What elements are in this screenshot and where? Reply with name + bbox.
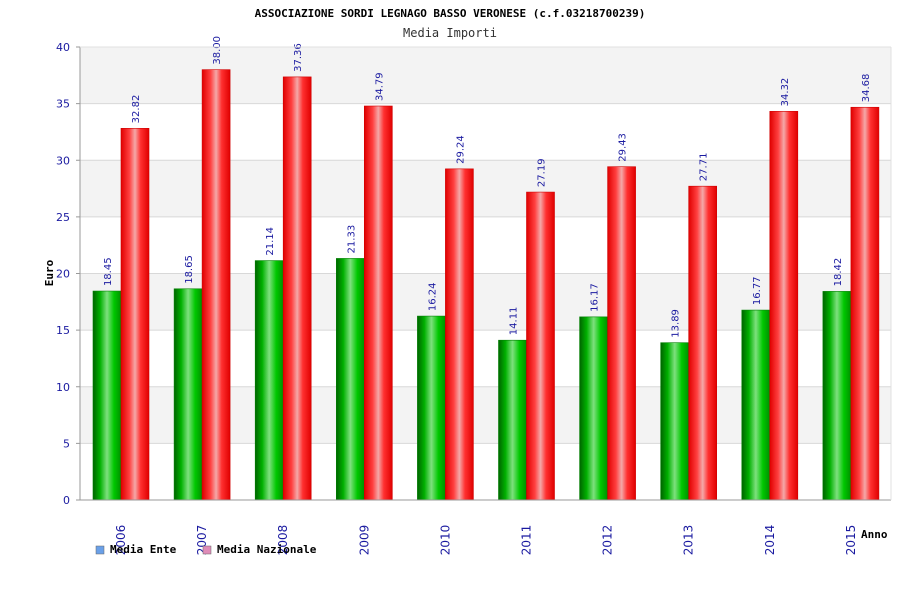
value-label: 34.79 (374, 72, 385, 101)
legend-swatch (202, 545, 212, 555)
value-label: 32.82 (131, 95, 142, 124)
y-tick-label: 10 (56, 381, 70, 394)
bar-nazionale-2006 (120, 128, 150, 501)
value-label: 14.11 (509, 307, 520, 336)
bar-nazionale-2015 (850, 106, 880, 501)
y-tick-label: 15 (56, 324, 70, 337)
bar-nazionale-2012 (607, 166, 636, 501)
x-axis-label: Anno (861, 528, 888, 541)
legend-label: Media Nazionale (217, 543, 317, 556)
bar-nazionale-2014 (769, 111, 799, 501)
y-tick-labels: 0 5 10 15 20 25 30 35 40 (56, 41, 80, 507)
bar-ente-2006 (92, 290, 122, 501)
y-tick-label: 5 (63, 437, 70, 450)
value-label: 21.33 (346, 225, 357, 254)
x-tick-label: 2011 (520, 525, 534, 556)
value-label: 16.77 (752, 276, 763, 305)
bar-nazionale-2010 (445, 168, 474, 501)
y-tick-label: 20 (56, 268, 70, 281)
value-label: 27.19 (537, 158, 548, 187)
value-label: 27.71 (699, 153, 710, 182)
bars (92, 69, 880, 501)
bar-ente-2010 (417, 315, 446, 501)
bar-ente-2008 (254, 260, 284, 501)
value-label: 29.24 (455, 135, 466, 164)
x-tick-label: 2014 (763, 525, 777, 556)
bar-nazionale-2007 (201, 69, 231, 501)
value-label: 16.17 (590, 283, 601, 312)
legend-swatch (95, 545, 105, 555)
value-label: 34.32 (780, 78, 791, 107)
legend-label: Media Ente (110, 543, 177, 556)
bar-nazionale-2013 (688, 185, 718, 501)
bar-ente-2007 (173, 288, 203, 501)
bar-ente-2011 (498, 339, 527, 501)
value-label: 38.00 (212, 36, 223, 65)
bar-nazionale-2008 (282, 76, 312, 501)
value-label: 18.42 (833, 258, 844, 287)
y-axis-label: Euro (43, 259, 56, 286)
value-labels: 18.45 32.82 18.65 38.00 21.14 37.36 21.33 34.79… (103, 36, 872, 338)
chart-subtitle: Media Importi (403, 26, 497, 40)
value-label: 13.89 (671, 309, 682, 338)
x-tick-label: 2012 (601, 525, 615, 556)
bar-ente-2014 (741, 309, 771, 501)
y-tick-label: 40 (56, 41, 70, 54)
bar-nazionale-2009 (363, 105, 393, 501)
value-label: 21.14 (265, 227, 276, 256)
y-tick-label: 0 (63, 494, 70, 507)
y-tick-label: 35 (56, 98, 70, 111)
bar-ente-2015 (822, 291, 852, 501)
y-tick-label: 25 (56, 211, 70, 224)
axes (79, 46, 892, 501)
x-tick-label: 2010 (438, 525, 452, 556)
legend: Media Ente Media Nazionale (95, 543, 317, 556)
x-tick-label: 2009 (357, 525, 371, 556)
bar-ente-2012 (579, 316, 608, 501)
value-label: 18.65 (184, 255, 195, 284)
value-label: 34.68 (861, 74, 872, 103)
value-label: 29.43 (618, 133, 629, 162)
value-label: 18.45 (103, 257, 114, 286)
x-tick-label: 2015 (844, 525, 858, 556)
bar-ente-2013 (660, 342, 690, 501)
value-label: 16.24 (427, 282, 438, 311)
chart-title: ASSOCIAZIONE SORDI LEGNAGO BASSO VERONES… (255, 7, 646, 20)
x-tick-label: 2006 (114, 525, 128, 556)
y-tick-label: 30 (56, 154, 70, 167)
bar-ente-2009 (335, 258, 365, 501)
x-tick-label: 2013 (682, 525, 696, 556)
bar-nazionale-2011 (526, 191, 555, 501)
value-label: 37.36 (293, 43, 304, 72)
x-tick-label: 2008 (276, 525, 290, 556)
